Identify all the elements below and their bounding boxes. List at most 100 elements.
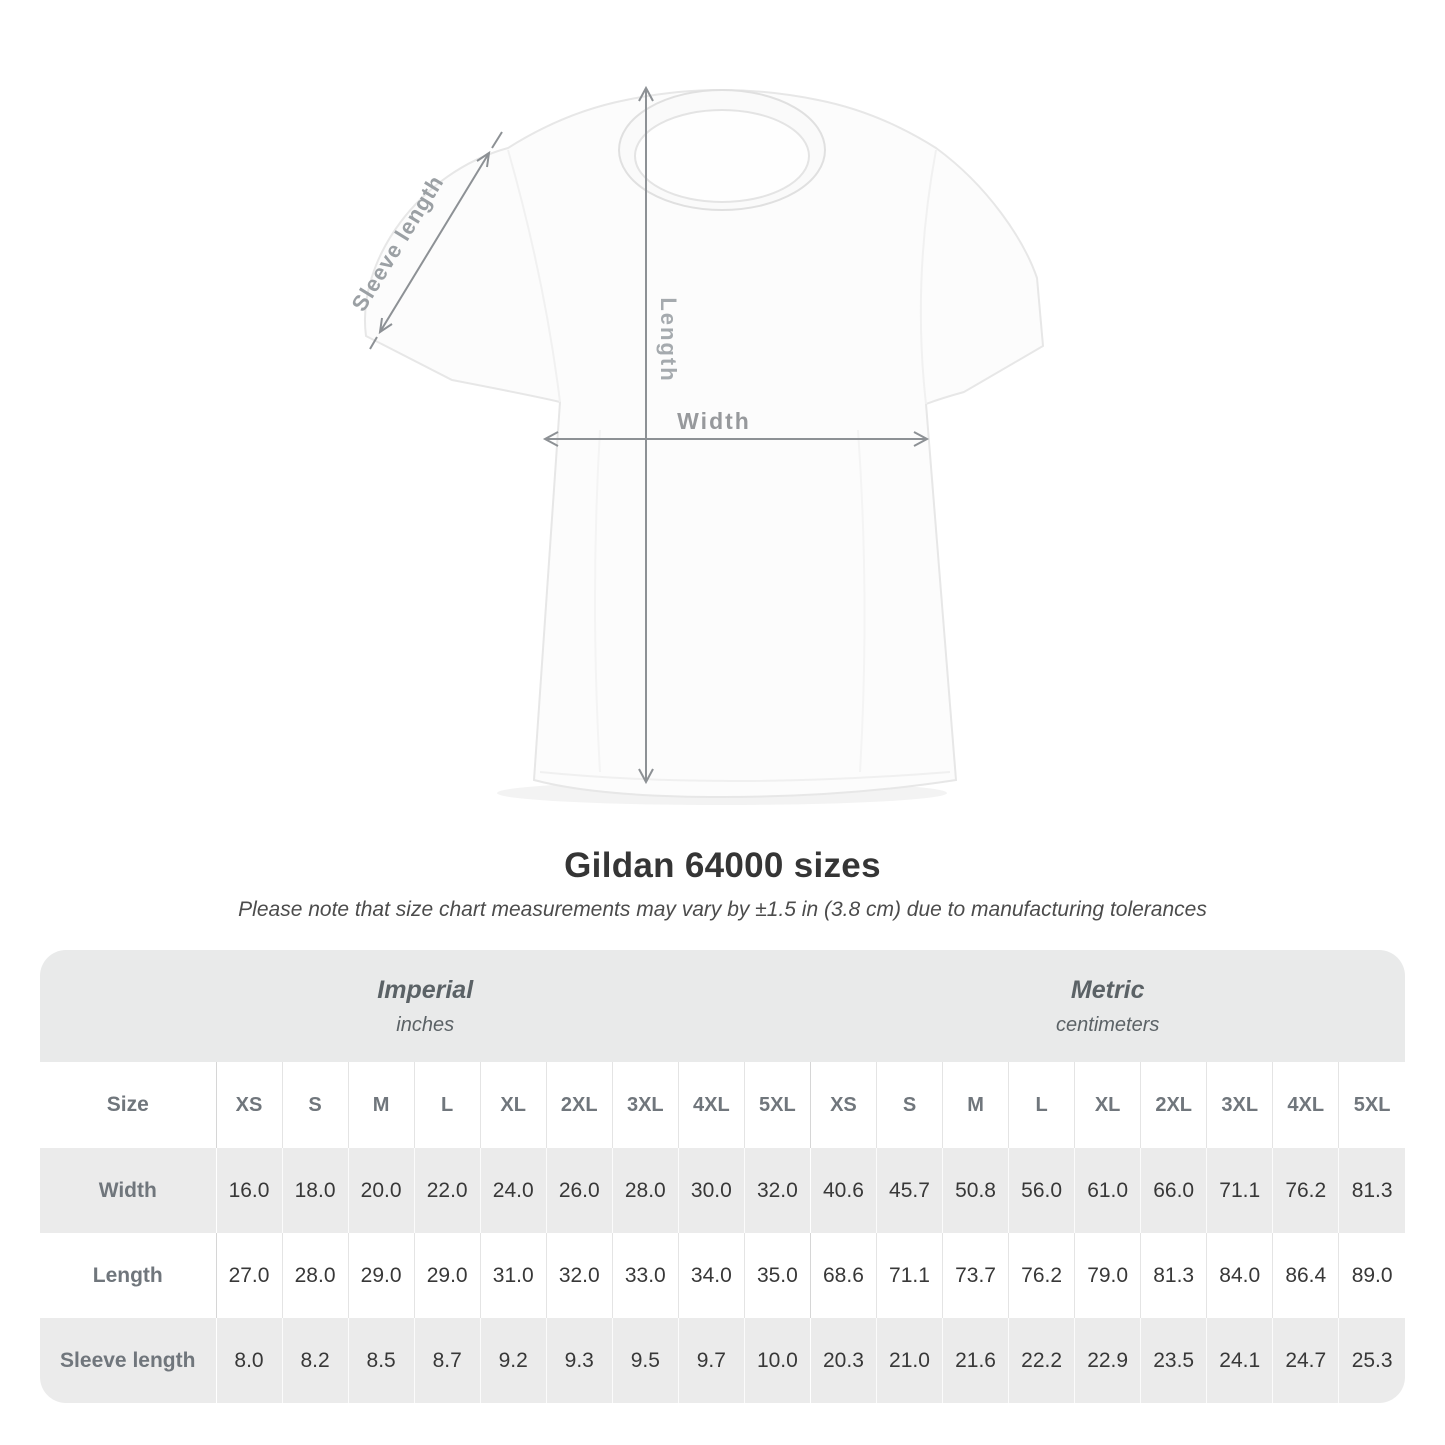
metric-unit: centimeters [1056,1013,1160,1036]
size-col-header: 5XL [743,1062,811,1148]
row-label: Sleeve length [40,1318,216,1403]
value-cell: 28.0 [281,1233,349,1318]
value-cell: 32.0 [545,1233,613,1318]
value-cell: 26.0 [545,1148,613,1233]
tolerance-note: Please note that size chart measurements… [238,898,1207,921]
value-cell: 30.0 [677,1148,745,1233]
value-cell: 32.0 [743,1148,811,1233]
size-col-header: S [875,1062,943,1148]
size-col-header: 4XL [677,1062,745,1148]
metric-label: Metric [1070,975,1145,1004]
crease-left [594,429,601,773]
value-cell: 50.8 [942,1148,1009,1233]
size-col-header: 2XL [545,1062,613,1148]
size-col-header: XL [479,1062,547,1148]
value-cell: 31.0 [479,1233,547,1318]
value-cell: 10.0 [743,1318,811,1403]
value-cell: 21.6 [942,1318,1009,1403]
value-cell: 18.0 [281,1148,349,1233]
page-title: Gildan 64000 sizes [564,846,881,885]
value-cell: 45.7 [875,1148,943,1233]
size-col-header: XL [1074,1062,1141,1148]
collar-inner [634,109,810,203]
size-col-header: L [1008,1062,1075,1148]
size-col-header: XS [215,1062,283,1148]
length-arrow [638,85,654,785]
size-column-header: Size [40,1062,216,1148]
value-cell: 20.3 [809,1318,877,1403]
value-cell: 9.3 [545,1318,613,1403]
value-cell: 71.1 [875,1233,943,1318]
value-cell: 24.1 [1206,1318,1273,1403]
value-cell: 24.0 [479,1148,547,1233]
value-cell: 34.0 [677,1233,745,1318]
value-cell: 24.7 [1272,1318,1339,1403]
size-col-header: L [413,1062,481,1148]
unit-group-row: Imperial inches Metric centimeters [40,950,1405,1062]
value-cell: 29.0 [347,1233,415,1318]
value-cell: 76.2 [1008,1233,1075,1318]
value-cell: 8.0 [215,1318,283,1403]
sleeve-length-arrow [369,131,503,350]
value-cell: 21.0 [875,1318,943,1403]
value-cell: 89.0 [1338,1233,1405,1318]
value-cell: 79.0 [1074,1233,1141,1318]
value-cell: 71.1 [1206,1148,1273,1233]
value-cell: 22.2 [1008,1318,1075,1403]
value-cell: 81.3 [1338,1148,1405,1233]
chart-heading: Gildan 64000 sizes Please note that size… [0,846,1445,922]
measurement-row: Length 27.0 28.0 29.0 29.0 31.0 32.0 33.0 34.0 35… [40,1233,1405,1318]
measurement-row: Sleeve length 8.0 8.2 8.5 8.7 9.2 9.3 9.5 9.7 10.… [40,1318,1405,1403]
size-col-header: 3XL [1206,1062,1273,1148]
value-cell: 84.0 [1206,1233,1273,1318]
size-col-header: S [281,1062,349,1148]
value-cell: 8.7 [413,1318,481,1403]
value-cell: 76.2 [1272,1148,1339,1233]
size-col-header: 5XL [1338,1062,1405,1148]
measurement-row: Width 16.0 18.0 20.0 22.0 24.0 26.0 28.0 30.0 32.… [40,1148,1405,1233]
size-header-row: Size XS S M L XL 2XL 3XL 4XL 5XL XS S M L XL 2XL 3XL 4XL… [40,1062,1405,1148]
size-table-body: Width 16.0 18.0 20.0 22.0 24.0 26.0 28.0 30.0 32.… [40,1148,1405,1403]
value-cell: 68.6 [809,1233,877,1318]
value-cell: 16.0 [215,1148,283,1233]
value-cell: 22.0 [413,1148,481,1233]
size-col-header: M [347,1062,415,1148]
metric-group-header: Metric centimeters [810,950,1405,1062]
value-cell: 25.3 [1338,1318,1405,1403]
value-cell: 23.5 [1140,1318,1207,1403]
width-arrow [542,431,930,447]
value-cell: 9.2 [479,1318,547,1403]
value-cell: 29.0 [413,1233,481,1318]
right-shoulder-seam [919,149,937,405]
value-cell: 73.7 [942,1233,1009,1318]
imperial-unit: inches [396,1013,455,1036]
size-table: Imperial inches Metric centimeters Size … [40,950,1405,1403]
value-cell: 27.0 [215,1233,283,1318]
row-label: Length [40,1233,216,1318]
size-table-container: Imperial inches Metric centimeters Size … [40,950,1405,1403]
length-label: Length [656,297,681,382]
value-cell: 86.4 [1272,1233,1339,1318]
imperial-label: Imperial [377,975,474,1004]
row-label: Width [40,1148,216,1233]
crease-right [857,429,866,773]
size-col-header: 4XL [1272,1062,1339,1148]
value-cell: 40.6 [809,1148,877,1233]
value-cell: 66.0 [1140,1148,1207,1233]
size-col-header: XS [809,1062,877,1148]
size-col-header: 3XL [611,1062,679,1148]
value-cell: 8.5 [347,1318,415,1403]
value-cell: 56.0 [1008,1148,1075,1233]
value-cell: 81.3 [1140,1233,1207,1318]
value-cell: 33.0 [611,1233,679,1318]
value-cell: 28.0 [611,1148,679,1233]
value-cell: 8.2 [281,1318,349,1403]
left-shoulder-seam [507,149,561,403]
imperial-group-header: Imperial inches [40,950,811,1062]
value-cell: 61.0 [1074,1148,1141,1233]
size-col-header: 2XL [1140,1062,1207,1148]
value-cell: 20.0 [347,1148,415,1233]
value-cell: 9.5 [611,1318,679,1403]
width-label: Width [677,408,751,434]
value-cell: 35.0 [743,1233,811,1318]
